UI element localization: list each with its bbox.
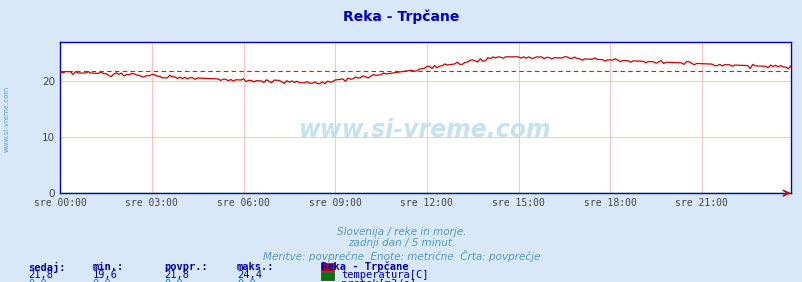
Text: min.:: min.: bbox=[92, 262, 124, 272]
Text: 21,8: 21,8 bbox=[164, 270, 189, 280]
Text: Meritve: povprečne  Enote: metrične  Črta: povprečje: Meritve: povprečne Enote: metrične Črta:… bbox=[262, 250, 540, 262]
Text: 21,8: 21,8 bbox=[28, 270, 53, 280]
Text: zadnji dan / 5 minut.: zadnji dan / 5 minut. bbox=[347, 238, 455, 248]
Text: Reka - Trpčane: Reka - Trpčane bbox=[343, 10, 459, 24]
Text: 0,0: 0,0 bbox=[237, 279, 255, 282]
Text: 24,4: 24,4 bbox=[237, 270, 261, 280]
Text: 0,0: 0,0 bbox=[92, 279, 111, 282]
Text: pretok[m3/s]: pretok[m3/s] bbox=[341, 279, 415, 282]
Text: Reka - Trpčane: Reka - Trpčane bbox=[321, 262, 408, 272]
Text: www.si-vreme.com: www.si-vreme.com bbox=[299, 118, 551, 142]
Text: Slovenija / reke in morje.: Slovenija / reke in morje. bbox=[336, 227, 466, 237]
Text: 0,0: 0,0 bbox=[28, 279, 47, 282]
Text: maks.:: maks.: bbox=[237, 262, 274, 272]
Text: temperatura[C]: temperatura[C] bbox=[341, 270, 428, 280]
Text: 19,6: 19,6 bbox=[92, 270, 117, 280]
Text: www.si-vreme.com: www.si-vreme.com bbox=[3, 85, 10, 151]
Text: sedaj:: sedaj: bbox=[28, 262, 66, 273]
Text: povpr.:: povpr.: bbox=[164, 262, 208, 272]
Text: 0,0: 0,0 bbox=[164, 279, 183, 282]
